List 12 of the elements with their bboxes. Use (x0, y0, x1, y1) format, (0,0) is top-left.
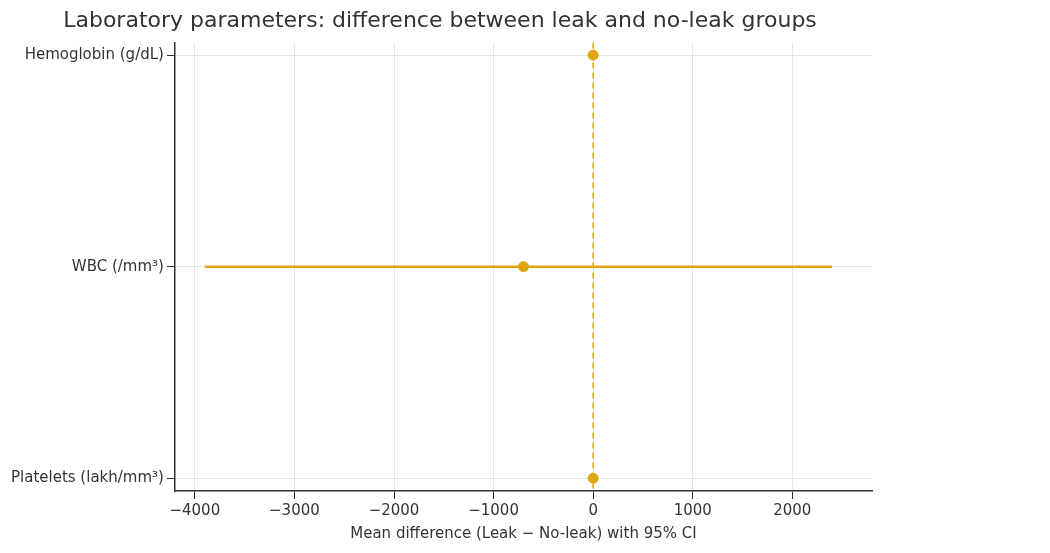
y-tick-label: Platelets (lakh/mm³) (10, 468, 164, 487)
x-tick-label: 1000 (673, 500, 712, 519)
x-tick-label: 0 (588, 500, 598, 519)
x-tick-label: −4000 (169, 500, 221, 519)
y-tick-label: Hemoglobin (g/dL) (24, 44, 164, 63)
x-tick-label: −2000 (368, 500, 420, 519)
x-tick-label: 2000 (773, 500, 812, 519)
y-tick-label: WBC (/mm³) (71, 256, 164, 275)
chart-title: Laboratory parameters: difference between leak and no-leak groups (63, 6, 817, 32)
x-tick-label: −1000 (468, 500, 519, 519)
x-tick-label: −3000 (269, 500, 320, 519)
x-axis-title: Mean difference (Leak − No-leak) with 95% CI (350, 523, 697, 542)
